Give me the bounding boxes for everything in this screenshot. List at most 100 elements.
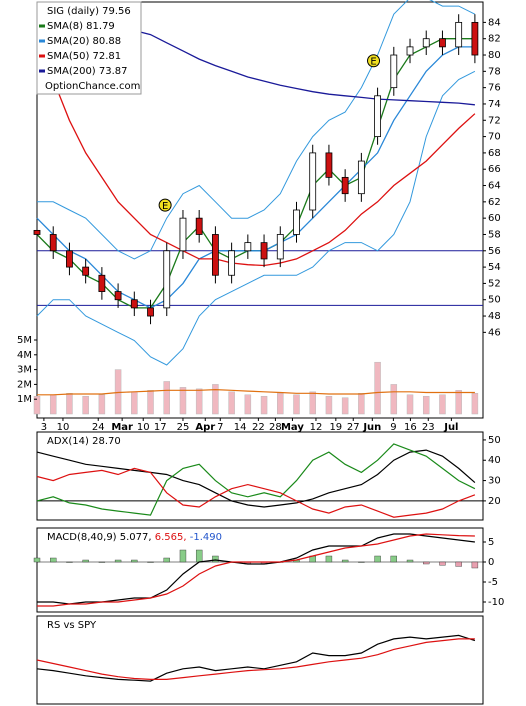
x-tick-label: 12 [310, 422, 323, 433]
panel [36, 615, 484, 705]
event-label: E [162, 201, 168, 212]
candle-body [390, 54, 398, 89]
x-tick-label: 27 [347, 422, 360, 433]
y-tick-label: 50 [488, 295, 501, 306]
candle-body [33, 229, 41, 235]
y-tick-label: 82 [488, 34, 501, 45]
volume-bar [422, 395, 430, 415]
x-tick-label: 24 [92, 422, 105, 433]
y-tick-label: 68 [488, 148, 501, 159]
x-tick-label: 23 [422, 422, 435, 433]
x-tick-label: Jun [362, 422, 381, 433]
macd-label: MACD(8,40,9) 5.077, [47, 532, 152, 543]
y-tick-label: 66 [488, 164, 501, 175]
macd-line [37, 533, 475, 607]
sma-line [36, 54, 476, 267]
y-tick-label: 40 [488, 455, 501, 466]
y-tick-label: 48 [488, 311, 501, 322]
histogram-bar [50, 557, 57, 563]
indicator-line [36, 638, 475, 680]
histogram-bar [147, 561, 154, 563]
y-tick-label: -10 [488, 597, 504, 608]
x-tick-label: 10 [137, 422, 150, 433]
candle-body [98, 274, 106, 292]
legend-label: SMA(50) 72.81 [47, 51, 121, 62]
histogram-bar [163, 557, 170, 563]
x-tick-label: 25 [177, 422, 190, 433]
sma-line [134, 29, 475, 106]
candle-body [276, 234, 284, 260]
x-tick-label: 10 [57, 422, 70, 433]
volume-tick-label: 2M [17, 379, 32, 390]
x-tick-label: 17 [154, 422, 167, 433]
y-tick-label: 46 [488, 327, 501, 338]
x-tick-label: Mar [111, 422, 133, 433]
candle-body [260, 242, 268, 260]
y-tick-label: -5 [488, 577, 498, 588]
macd-line [37, 533, 475, 605]
panel [36, 431, 484, 521]
indicator-line [36, 449, 476, 508]
candle-body [374, 95, 381, 137]
y-tick-label: 54 [488, 262, 501, 273]
histogram-bar [406, 559, 414, 563]
event-marker [158, 198, 172, 212]
candle-body [406, 46, 414, 56]
volume-bar [212, 384, 219, 415]
x-tick-label: May [281, 422, 304, 433]
signal-label: 6.565, [155, 532, 187, 543]
candle-body [114, 291, 122, 301]
histogram-bar [341, 559, 349, 563]
histogram-bar [131, 559, 138, 563]
legend-box [36, 1, 142, 95]
candle-body [147, 307, 154, 317]
candle-body [49, 234, 57, 252]
x-tick-label: 28 [269, 422, 282, 433]
volume-bar [260, 395, 268, 415]
volume-bar [406, 394, 414, 415]
volume-bar [114, 369, 122, 415]
panel-title: MACD(8,40,9) 5.077, 6.565, -1.490 [47, 532, 222, 543]
candle-body [309, 152, 317, 211]
y-tick-label: 76 [488, 83, 501, 94]
volume-bar [341, 397, 349, 415]
volume-bar [455, 390, 462, 415]
indicator-line [36, 443, 476, 516]
y-tick-label: 74 [488, 99, 501, 110]
candle-body [422, 38, 430, 48]
candle-body [357, 160, 365, 195]
lower-band [36, 70, 476, 366]
x-tick-label: 19 [329, 422, 342, 433]
histogram-bar [455, 561, 462, 567]
volume-average [37, 388, 475, 396]
volume-tick-label: 1M [17, 394, 32, 405]
volume-bar [98, 394, 106, 415]
histogram-bar [179, 549, 187, 563]
histogram-bar [98, 561, 106, 563]
volume-tick-label: 3M [17, 365, 32, 376]
legend-label: SMA(200) 73.87 [47, 66, 128, 77]
y-tick-label: 50 [488, 435, 501, 446]
candle-body [211, 234, 219, 276]
histogram-bar [66, 561, 73, 563]
y-tick-label: 30 [488, 476, 501, 487]
candle-body [325, 152, 333, 178]
volume-bar [358, 393, 365, 415]
y-tick-label: 58 [488, 229, 501, 240]
candle-body [82, 266, 90, 276]
x-tick-label: 3 [41, 422, 47, 433]
candle-body [66, 250, 73, 268]
watermark: OptionChance.com [45, 81, 140, 92]
volume-bar [309, 391, 316, 415]
candle-body [163, 250, 171, 309]
volume-bar [277, 393, 284, 415]
volume-bar [228, 391, 235, 415]
histogram-bar [114, 559, 122, 563]
volume-bar [439, 394, 446, 415]
candle-body [244, 242, 252, 252]
volume-bar [66, 393, 73, 415]
histogram-bar [439, 561, 446, 566]
x-tick-label: 9 [390, 422, 396, 433]
x-tick-label: 22 [252, 422, 265, 433]
histogram-bar [390, 555, 397, 563]
